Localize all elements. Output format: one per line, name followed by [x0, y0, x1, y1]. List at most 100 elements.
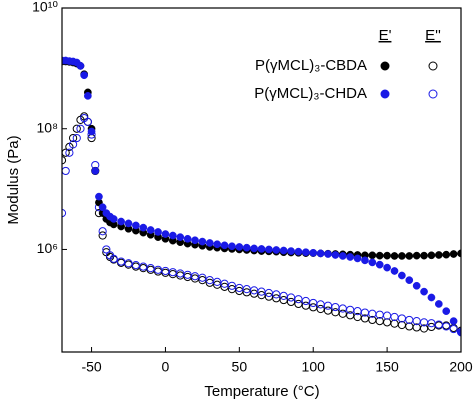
- loss-marker: [227, 281, 237, 290]
- loss-marker: [338, 309, 347, 318]
- loss-marker: [331, 302, 340, 312]
- loss-marker: [109, 254, 118, 263]
- storage-marker: [213, 240, 222, 249]
- loss-marker: [449, 324, 458, 334]
- loss-marker: [301, 301, 310, 310]
- legend-label: P(γMCL)₃-CBDA: [255, 57, 367, 74]
- loss-marker: [279, 295, 288, 305]
- storage-marker: [191, 236, 199, 245]
- storage-marker: [368, 258, 377, 267]
- x-tick-label: -50: [81, 359, 101, 375]
- loss-marker: [309, 298, 318, 308]
- storage-marker: [434, 300, 443, 308]
- x-tick-label: 150: [375, 359, 399, 375]
- loss-marker: [65, 148, 74, 157]
- storage-marker: [76, 62, 85, 70]
- loss-marker: [205, 276, 214, 285]
- storage-marker: [383, 251, 391, 260]
- storage-marker: [353, 254, 362, 263]
- loss-marker: [316, 304, 325, 314]
- storage-marker: [146, 226, 155, 234]
- storage-marker: [398, 271, 406, 280]
- storage-marker: [91, 167, 100, 175]
- storage-marker: [287, 247, 295, 255]
- storage-marker: [390, 252, 399, 260]
- loss-marker: [153, 265, 163, 274]
- storage-marker: [398, 252, 406, 260]
- y-tick-label: 10⁸: [37, 119, 59, 135]
- loss-marker: [68, 140, 78, 149]
- loss-marker: [390, 312, 399, 322]
- storage-marker: [279, 246, 288, 255]
- loss-marker: [316, 300, 325, 309]
- storage-marker: [250, 244, 258, 253]
- storage-marker: [420, 287, 428, 296]
- loss-marker: [198, 273, 207, 282]
- loss-marker: [213, 277, 222, 286]
- storage-marker: [309, 248, 318, 257]
- loss-marker: [146, 265, 155, 274]
- storage-marker: [449, 317, 458, 325]
- loss-marker: [338, 304, 347, 313]
- storage-marker: [375, 251, 384, 260]
- loss-marker: [383, 311, 392, 320]
- legend-marker: [428, 89, 438, 99]
- loss-marker: [286, 297, 296, 307]
- loss-marker: [62, 166, 70, 176]
- loss-marker: [272, 294, 281, 303]
- storage-marker: [95, 192, 103, 201]
- storage-marker: [235, 243, 244, 251]
- legend-label: P(γMCL)₃-CHDA: [254, 85, 367, 102]
- y-tick-label: 10¹⁰: [32, 0, 58, 15]
- storage-marker: [272, 246, 281, 254]
- loss-marker: [346, 311, 355, 320]
- storage-marker: [124, 219, 133, 228]
- storage-marker: [412, 251, 421, 260]
- storage-marker: [324, 250, 332, 258]
- x-tick-label: 200: [449, 359, 473, 375]
- storage-marker: [449, 250, 458, 258]
- storage-marker: [427, 251, 436, 260]
- storage-marker: [242, 243, 251, 252]
- storage-marker: [316, 249, 325, 258]
- y-tick-label: 10⁶: [37, 240, 58, 256]
- storage-marker: [294, 247, 303, 256]
- x-tick-label: 50: [232, 359, 248, 375]
- storage-marker: [80, 71, 89, 80]
- legend-marker: [428, 61, 438, 71]
- loss-marker: [346, 305, 355, 314]
- storage-marker: [220, 241, 229, 250]
- storage-marker: [87, 127, 96, 136]
- loss-marker: [146, 264, 155, 273]
- loss-marker: [117, 257, 126, 266]
- loss-marker: [434, 320, 443, 329]
- loss-marker: [68, 133, 78, 143]
- storage-marker: [338, 252, 347, 260]
- loss-marker: [124, 259, 133, 268]
- loss-marker: [72, 124, 81, 133]
- storage-marker: [183, 234, 192, 243]
- legend-column-header: E'': [425, 27, 441, 44]
- storage-marker: [198, 237, 207, 246]
- loss-marker: [264, 292, 273, 301]
- storage-marker: [257, 245, 266, 253]
- x-tick-label: 100: [302, 359, 326, 375]
- storage-marker: [132, 221, 140, 230]
- storage-marker: [168, 231, 177, 240]
- legend-marker: [380, 89, 390, 99]
- storage-marker: [301, 248, 310, 257]
- storage-marker: [405, 252, 414, 260]
- legend-column-header: E': [379, 27, 392, 44]
- loss-marker: [323, 301, 333, 310]
- storage-marker: [109, 215, 118, 223]
- loss-marker: [294, 295, 303, 304]
- loss-marker: [286, 293, 296, 302]
- storage-marker: [176, 233, 185, 241]
- storage-marker: [265, 245, 273, 254]
- storage-marker: [228, 242, 236, 251]
- loss-marker: [442, 322, 451, 331]
- loss-marker: [153, 267, 163, 276]
- loss-marker: [383, 318, 392, 327]
- storage-marker: [375, 260, 384, 269]
